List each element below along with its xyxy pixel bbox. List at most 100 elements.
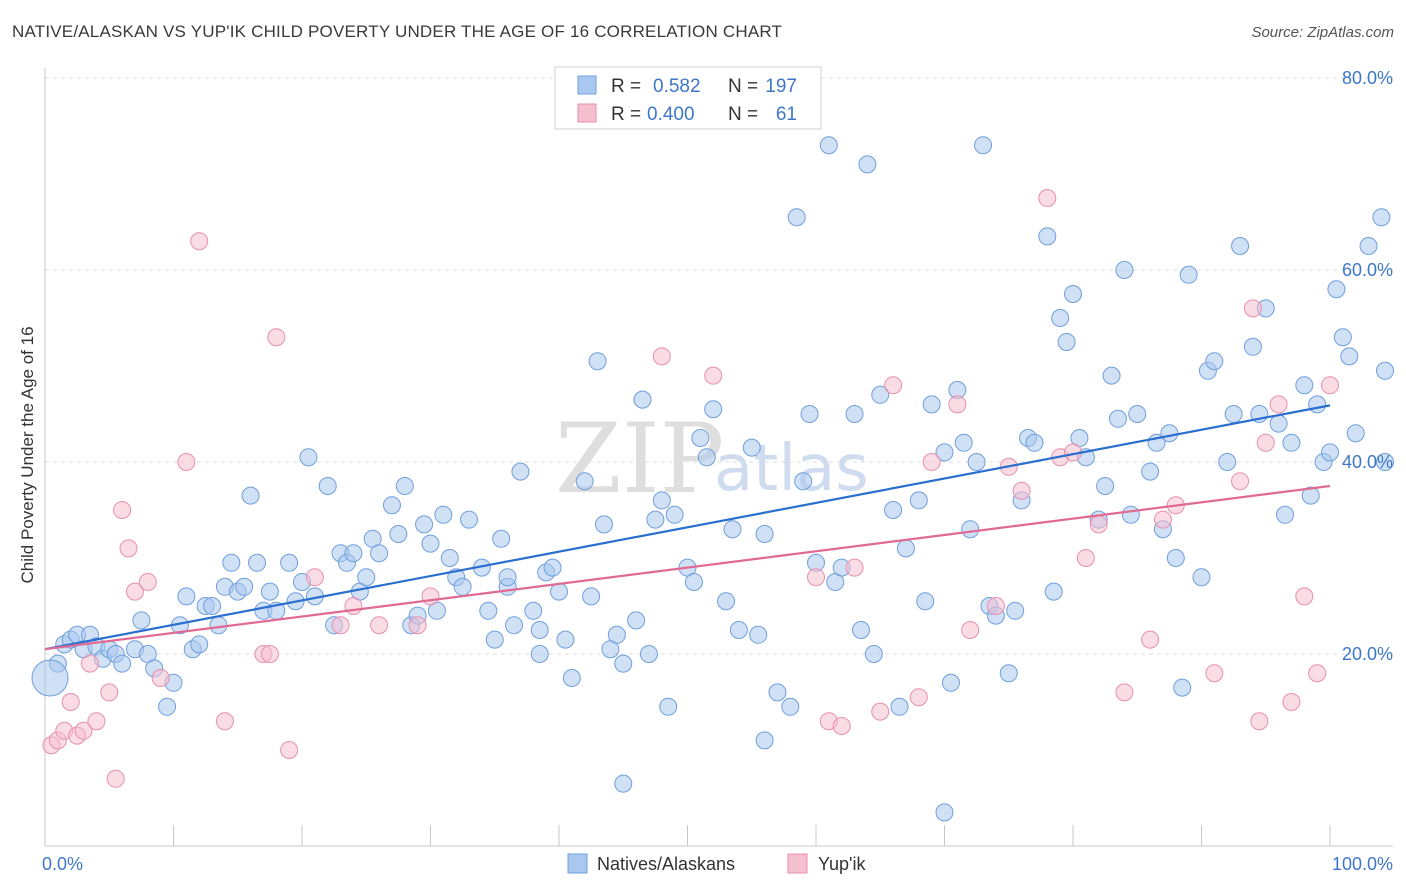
data-point (479, 601, 498, 620)
data-point (1128, 405, 1147, 423)
data-point (543, 558, 562, 577)
data-point (890, 697, 909, 716)
data-point (61, 693, 80, 711)
data-point (974, 136, 993, 155)
series-legend-swatch-pink (787, 853, 808, 874)
data-point (1301, 486, 1320, 505)
data-point (344, 597, 363, 615)
data-point (1076, 549, 1095, 567)
data-point (1231, 237, 1250, 255)
legend-n-value-pink: 61 (776, 104, 797, 125)
data-point (794, 472, 813, 491)
data-point (961, 520, 980, 539)
data-point (100, 683, 119, 702)
data-point (1250, 712, 1269, 731)
data-point (1321, 376, 1339, 395)
data-point (87, 712, 106, 731)
y-tick-label: 80.0% (1342, 68, 1393, 88)
data-point (113, 501, 132, 519)
data-point (819, 136, 838, 155)
data-point (415, 515, 434, 534)
data-point (717, 592, 736, 611)
data-point (909, 491, 928, 510)
watermark-atlas: atlas (714, 432, 869, 506)
data-point (652, 347, 671, 366)
data-point (755, 731, 774, 750)
data-point (305, 568, 324, 587)
data-point (1256, 433, 1275, 452)
data-point (1108, 409, 1127, 428)
data-point (909, 688, 928, 707)
data-point (749, 625, 768, 644)
data-point (1243, 299, 1262, 318)
x-tick-marks (173, 825, 1331, 846)
data-point (1282, 693, 1301, 711)
trend-line (44, 404, 1331, 651)
data-point (1102, 366, 1121, 385)
data-point (106, 769, 125, 788)
data-point (755, 525, 774, 543)
watermark: ZIP atlas (555, 403, 869, 515)
data-point (177, 587, 196, 606)
data-point (492, 529, 511, 548)
data-point (190, 232, 209, 251)
data-point (954, 433, 973, 452)
legend-swatch-pink (577, 103, 597, 123)
data-point (1205, 352, 1224, 371)
data-point (781, 697, 800, 716)
data-point (280, 741, 299, 759)
data-point (832, 717, 851, 735)
legend-n-value-blue: 197 (765, 76, 797, 97)
data-point (1141, 630, 1160, 649)
data-point (575, 472, 594, 491)
data-point (215, 712, 234, 731)
data-point (807, 568, 825, 587)
data-point (132, 611, 151, 630)
data-point (241, 486, 260, 505)
data-point (704, 366, 723, 385)
data-point (530, 621, 549, 639)
data-point (80, 654, 99, 673)
data-point (607, 625, 626, 644)
data-point (1333, 328, 1352, 347)
series-legend: Natives/Alaskans Yup'ik (567, 853, 866, 874)
data-point (922, 395, 941, 414)
grid-layer (45, 77, 1393, 655)
data-point (318, 477, 337, 495)
x-tick-labels: 0.0% 100.0% (42, 854, 1393, 874)
series-legend-swatch-blue (567, 853, 588, 874)
data-point (370, 544, 389, 563)
stats-legend-box (554, 66, 822, 130)
data-point (884, 376, 903, 395)
series-legend-label-pink: Yup'ik (818, 854, 866, 874)
data-point (742, 438, 761, 457)
data-point (961, 621, 980, 639)
data-point (113, 654, 132, 673)
data-point (858, 155, 877, 174)
stats-legend: R = 0.582 N = 197 R = 0.400 N = 61 (554, 66, 822, 130)
y-tick-label: 20.0% (1342, 644, 1393, 664)
data-point (1282, 433, 1301, 452)
x-tick-label: 100.0% (1332, 854, 1393, 874)
data-point (1006, 601, 1025, 620)
data-point (524, 601, 543, 620)
data-point (884, 501, 903, 519)
data-point (1376, 361, 1394, 380)
legend-swatch-blue (577, 75, 597, 95)
data-point (1141, 462, 1160, 481)
data-point (1038, 189, 1057, 207)
series-yupik (42, 189, 1339, 788)
data-point (1038, 227, 1057, 246)
data-point (1096, 477, 1115, 495)
data-point (1372, 208, 1391, 227)
data-point (1089, 515, 1108, 534)
data-point (1346, 424, 1365, 443)
data-point (659, 697, 678, 716)
data-point (1160, 424, 1179, 443)
y-axis-title: Child Poverty Under the Age of 16 (18, 326, 37, 583)
data-point (460, 510, 479, 529)
data-point (119, 539, 138, 558)
data-point (562, 669, 581, 687)
data-point (125, 582, 144, 601)
data-point (203, 597, 222, 615)
